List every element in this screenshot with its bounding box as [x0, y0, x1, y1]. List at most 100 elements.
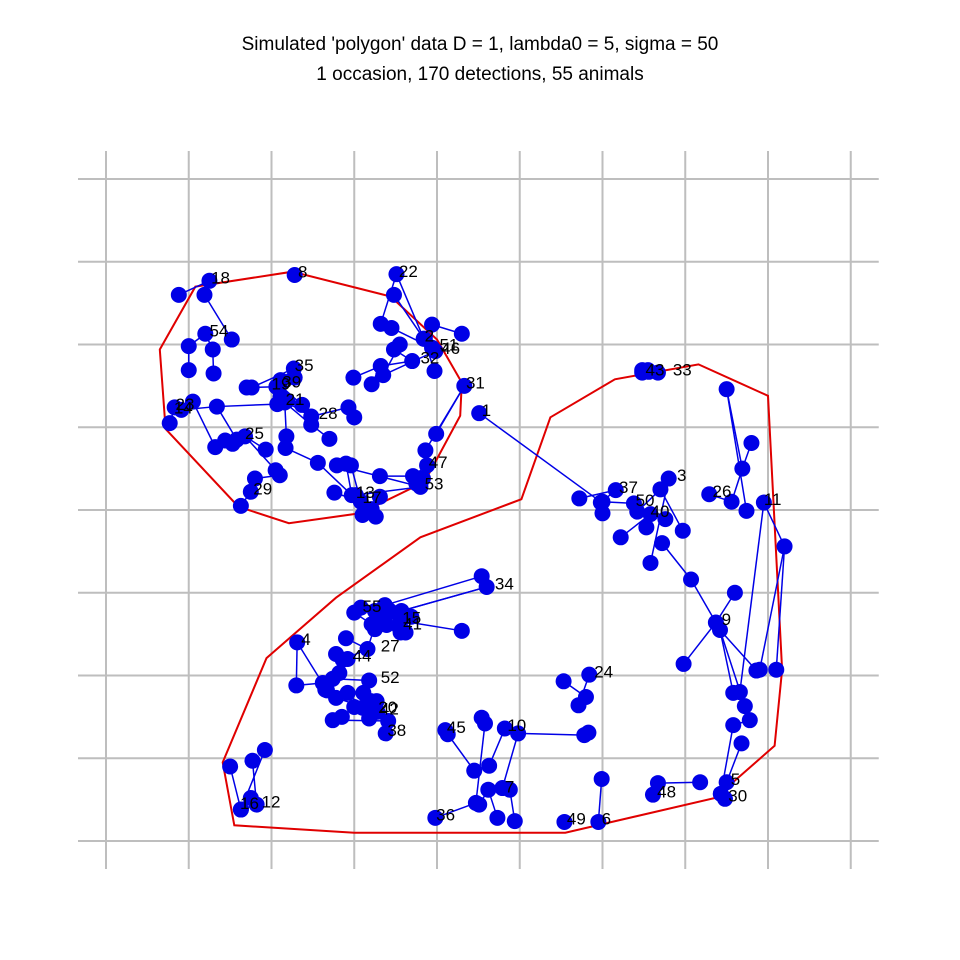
detection-point-animal-42	[368, 693, 385, 710]
detection-point-animal-26	[701, 486, 718, 503]
animal-label-34: 34	[495, 575, 514, 594]
animal-label-27: 27	[381, 637, 400, 656]
detection-link-animal-34	[401, 586, 487, 612]
animal-label-41: 41	[403, 614, 422, 633]
detection-point-animal-45	[439, 726, 456, 743]
detection-point-animal-36	[473, 709, 490, 726]
detection-point-animal-44	[339, 650, 356, 667]
animal-label-32: 32	[420, 349, 439, 368]
detection-link-animal-11	[758, 546, 786, 670]
detection-point-animal-28	[275, 392, 292, 409]
detection-point-animal-2	[426, 362, 443, 379]
detection-point-animal-26	[743, 434, 760, 451]
detection-point-animal-41	[378, 617, 395, 634]
detection-point-animal-38	[333, 708, 350, 725]
detection-point-animal-53	[414, 470, 431, 487]
detection-link-animal-18	[203, 294, 233, 340]
detection-point-animal-2	[385, 286, 402, 303]
detection-point-animal-27	[337, 630, 354, 647]
animal-label-5: 5	[731, 770, 740, 789]
habitat-polygon-2	[221, 363, 784, 834]
detection-point-animal-26	[734, 460, 751, 477]
detection-point-animal-29	[242, 483, 259, 500]
animal-label-37: 37	[619, 478, 638, 497]
detection-point-animal-50	[594, 493, 611, 510]
detection-point-animal-46	[375, 367, 392, 384]
detection-point-animal-10	[510, 725, 527, 742]
habitat-polygons	[158, 270, 784, 834]
detection-link-animal-23	[192, 401, 216, 448]
detection-point-animal-32	[404, 353, 421, 370]
detection-point-animal-21	[278, 428, 295, 445]
detection-link-animal-1	[478, 412, 603, 504]
detection-point-animal-9	[654, 535, 671, 552]
detection-point-animal-48	[649, 775, 666, 792]
detection-link-animal-9	[690, 579, 717, 623]
detection-link-animal-11	[763, 502, 786, 547]
detection-point-animal-15	[453, 622, 470, 639]
grid-lines	[78, 151, 879, 869]
detection-point-animal-50	[625, 495, 642, 512]
detection-point-animal-31	[428, 425, 445, 442]
detection-point-animal-37	[571, 490, 588, 507]
detection-point-animal-39	[268, 378, 285, 395]
detection-point-animal-11	[751, 661, 768, 678]
detection-point-animal-10	[496, 720, 513, 737]
animal-label-10: 10	[507, 716, 526, 735]
animal-label-33: 33	[673, 360, 692, 379]
detection-point-animal-25	[217, 432, 234, 449]
animal-label-28: 28	[319, 404, 338, 423]
animal-label-39: 39	[282, 373, 301, 392]
detection-point-animal-21	[321, 430, 338, 447]
detection-point-animal-18	[223, 331, 240, 348]
detection-point-animal-25	[237, 428, 254, 445]
detection-point-animal-47	[419, 457, 436, 474]
detection-point-animal-47	[371, 468, 388, 485]
detection-point-animal-40	[642, 506, 659, 523]
animal-labels: 1234567891011121314151617181920212223242…	[174, 262, 782, 829]
animal-label-11: 11	[764, 490, 782, 509]
animal-label-29: 29	[253, 479, 272, 498]
detection-point-animal-34	[473, 568, 490, 585]
detection-link-animal-10	[501, 733, 519, 789]
detection-point-animal-54	[205, 365, 222, 382]
animal-label-7: 7	[505, 777, 514, 796]
detection-point-animal-27	[359, 641, 376, 658]
detection-point-animal-35	[285, 360, 302, 377]
detection-point-animal-13	[277, 439, 294, 456]
detection-point-animal-29	[271, 467, 288, 484]
animal-label-43: 43	[646, 360, 665, 379]
detection-point-animal-7	[480, 781, 497, 798]
detection-point-animal-3	[652, 481, 669, 498]
detection-point-animal-16	[222, 758, 239, 775]
detection-point-animal-46	[391, 336, 408, 353]
detection-point-animal-23	[166, 399, 183, 416]
animal-label-20: 20	[378, 698, 397, 717]
detection-point-animal-53	[347, 487, 364, 504]
detection-point-animal-55	[381, 602, 398, 619]
detection-point-animal-32	[345, 369, 362, 386]
detection-point-animal-24	[555, 673, 572, 690]
detection-point-animal-51	[453, 325, 470, 342]
detection-point-animal-13	[309, 454, 326, 471]
detection-point-animal-42	[361, 710, 378, 727]
detection-point-animal-29	[232, 497, 249, 514]
detection-point-animal-38	[377, 725, 394, 742]
detection-point-animal-10	[580, 724, 597, 741]
detection-point-animal-22	[388, 266, 405, 283]
animal-label-25: 25	[245, 424, 264, 443]
detection-point-animal-36	[427, 809, 444, 826]
detection-point-animal-11	[731, 684, 748, 701]
detection-point-animal-4	[289, 634, 306, 651]
detection-point-animal-12	[244, 752, 261, 769]
detection-point-animal-51	[424, 316, 441, 333]
chart-title: Simulated 'polygon' data D = 1, lambda0 …	[0, 30, 960, 90]
detection-point-animal-38	[380, 713, 397, 730]
animal-label-26: 26	[713, 482, 732, 501]
animal-label-23: 23	[176, 395, 195, 414]
detection-point-animal-29	[246, 470, 263, 487]
animal-label-52: 52	[381, 668, 400, 687]
detection-point-animal-9	[712, 621, 729, 638]
detection-point-animal-10	[494, 780, 511, 797]
